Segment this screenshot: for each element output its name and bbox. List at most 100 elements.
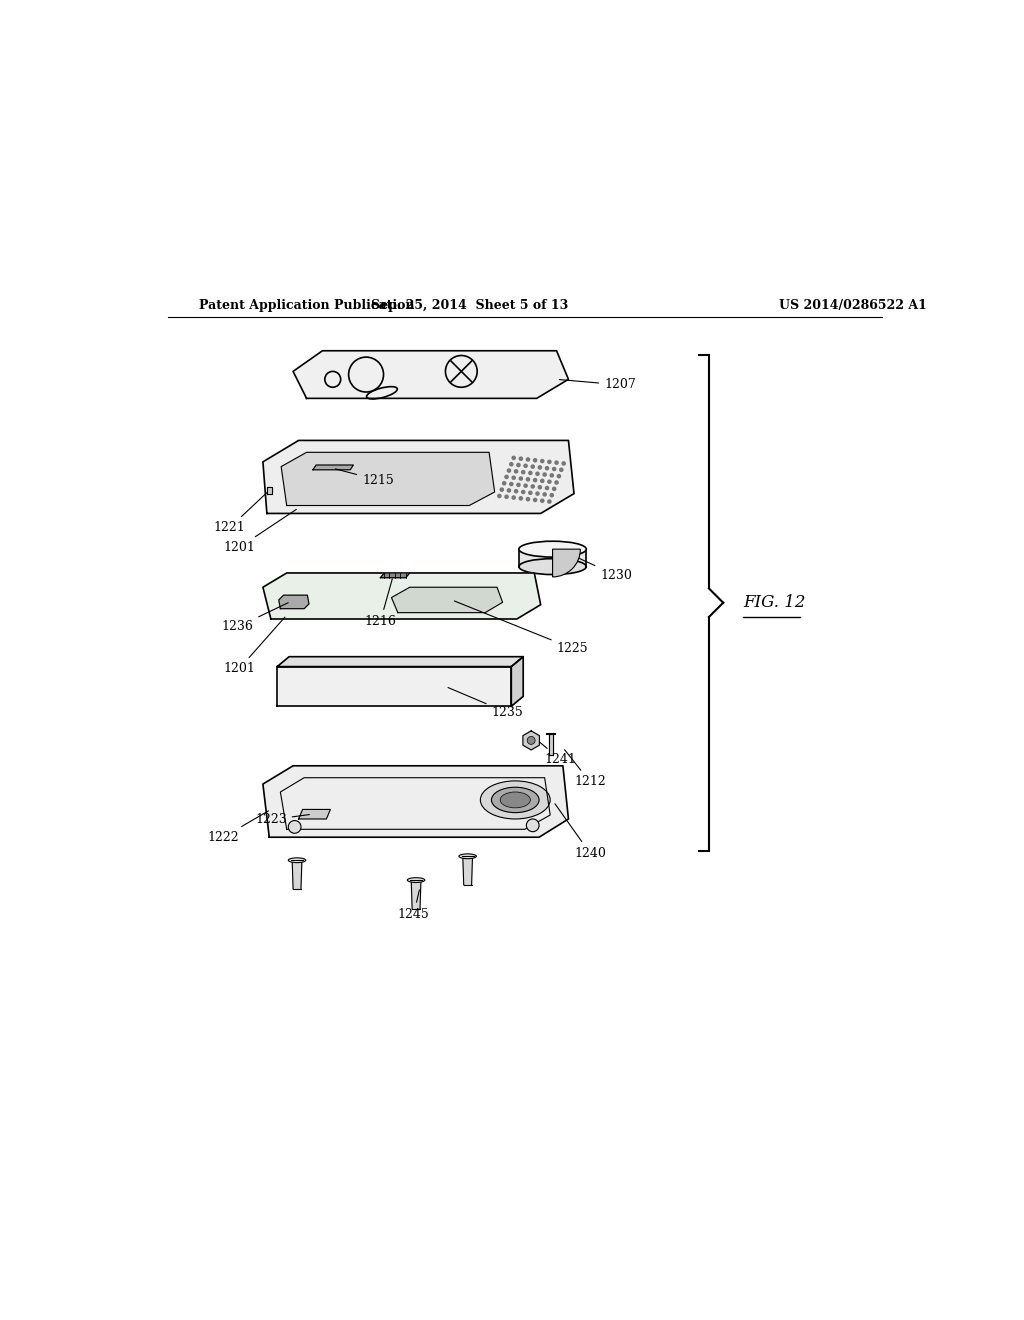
Circle shape — [562, 462, 565, 465]
Circle shape — [560, 469, 563, 471]
Polygon shape — [519, 549, 587, 566]
Circle shape — [553, 467, 556, 471]
Circle shape — [528, 471, 531, 475]
Text: Patent Application Publication: Patent Application Publication — [200, 300, 415, 312]
Polygon shape — [380, 573, 410, 578]
Circle shape — [527, 737, 536, 744]
Circle shape — [517, 483, 520, 487]
Circle shape — [555, 480, 558, 484]
Circle shape — [517, 463, 520, 466]
Circle shape — [507, 469, 511, 473]
Text: 1201: 1201 — [223, 510, 296, 554]
Circle shape — [555, 461, 558, 465]
Circle shape — [543, 473, 546, 477]
Ellipse shape — [408, 878, 425, 883]
Polygon shape — [293, 351, 568, 399]
Circle shape — [541, 459, 544, 462]
Circle shape — [510, 483, 513, 486]
Circle shape — [512, 496, 515, 499]
Polygon shape — [299, 809, 331, 818]
Polygon shape — [523, 731, 540, 750]
Circle shape — [548, 461, 551, 463]
Circle shape — [289, 821, 301, 833]
Circle shape — [539, 486, 542, 488]
Circle shape — [543, 492, 546, 496]
Circle shape — [510, 462, 513, 466]
Circle shape — [524, 465, 527, 467]
Circle shape — [526, 458, 529, 461]
Polygon shape — [313, 465, 353, 470]
Text: 1225: 1225 — [455, 601, 588, 655]
Circle shape — [505, 495, 508, 499]
Circle shape — [524, 484, 527, 487]
Polygon shape — [267, 487, 272, 494]
Text: 1215: 1215 — [336, 469, 394, 487]
Ellipse shape — [492, 787, 539, 813]
Circle shape — [505, 475, 508, 479]
Text: 1236: 1236 — [221, 603, 288, 634]
Polygon shape — [278, 667, 511, 706]
Polygon shape — [278, 656, 523, 667]
Circle shape — [526, 818, 539, 832]
Polygon shape — [279, 595, 309, 609]
Circle shape — [521, 471, 525, 474]
Circle shape — [519, 457, 522, 461]
Circle shape — [519, 496, 522, 500]
Circle shape — [512, 457, 515, 459]
Circle shape — [503, 482, 506, 484]
Circle shape — [546, 487, 549, 490]
Circle shape — [534, 458, 537, 462]
Circle shape — [546, 466, 549, 470]
Text: 1240: 1240 — [555, 804, 606, 859]
Circle shape — [539, 466, 542, 469]
Text: 1212: 1212 — [564, 750, 606, 788]
Polygon shape — [282, 453, 495, 506]
Text: 1222: 1222 — [208, 810, 268, 843]
Circle shape — [531, 484, 535, 488]
Circle shape — [498, 495, 501, 498]
Wedge shape — [553, 549, 581, 577]
Polygon shape — [391, 587, 503, 612]
Circle shape — [534, 479, 537, 482]
Text: FIG. 12: FIG. 12 — [743, 594, 806, 611]
Text: 1223: 1223 — [255, 813, 309, 826]
Text: 1221: 1221 — [214, 492, 267, 535]
Text: 1241: 1241 — [540, 742, 577, 766]
Polygon shape — [292, 862, 302, 888]
Circle shape — [526, 478, 529, 480]
Text: 1216: 1216 — [365, 578, 396, 628]
Circle shape — [531, 465, 535, 469]
Circle shape — [553, 487, 556, 491]
Ellipse shape — [289, 858, 306, 863]
Circle shape — [541, 479, 544, 483]
Text: 1201: 1201 — [223, 616, 285, 676]
Ellipse shape — [480, 781, 550, 818]
Text: US 2014/0286522 A1: US 2014/0286522 A1 — [778, 300, 927, 312]
Circle shape — [507, 488, 511, 492]
Polygon shape — [463, 858, 472, 884]
Ellipse shape — [500, 792, 530, 808]
Circle shape — [521, 491, 525, 494]
Text: 1245: 1245 — [397, 890, 430, 921]
Circle shape — [514, 490, 518, 492]
Circle shape — [536, 473, 539, 475]
Circle shape — [500, 488, 504, 491]
Circle shape — [548, 500, 551, 503]
Circle shape — [550, 494, 553, 496]
Circle shape — [548, 480, 551, 483]
Circle shape — [526, 498, 529, 500]
Text: 1235: 1235 — [449, 688, 523, 719]
Text: 1230: 1230 — [579, 558, 632, 582]
Polygon shape — [412, 882, 421, 908]
Polygon shape — [263, 573, 541, 619]
Text: 1207: 1207 — [559, 379, 636, 391]
Ellipse shape — [459, 854, 476, 859]
Circle shape — [514, 470, 518, 473]
Circle shape — [519, 477, 522, 480]
Ellipse shape — [519, 541, 587, 557]
Circle shape — [550, 474, 553, 477]
Circle shape — [541, 499, 544, 503]
Polygon shape — [511, 656, 523, 706]
Polygon shape — [549, 734, 553, 755]
Text: Sep. 25, 2014  Sheet 5 of 13: Sep. 25, 2014 Sheet 5 of 13 — [371, 300, 568, 312]
